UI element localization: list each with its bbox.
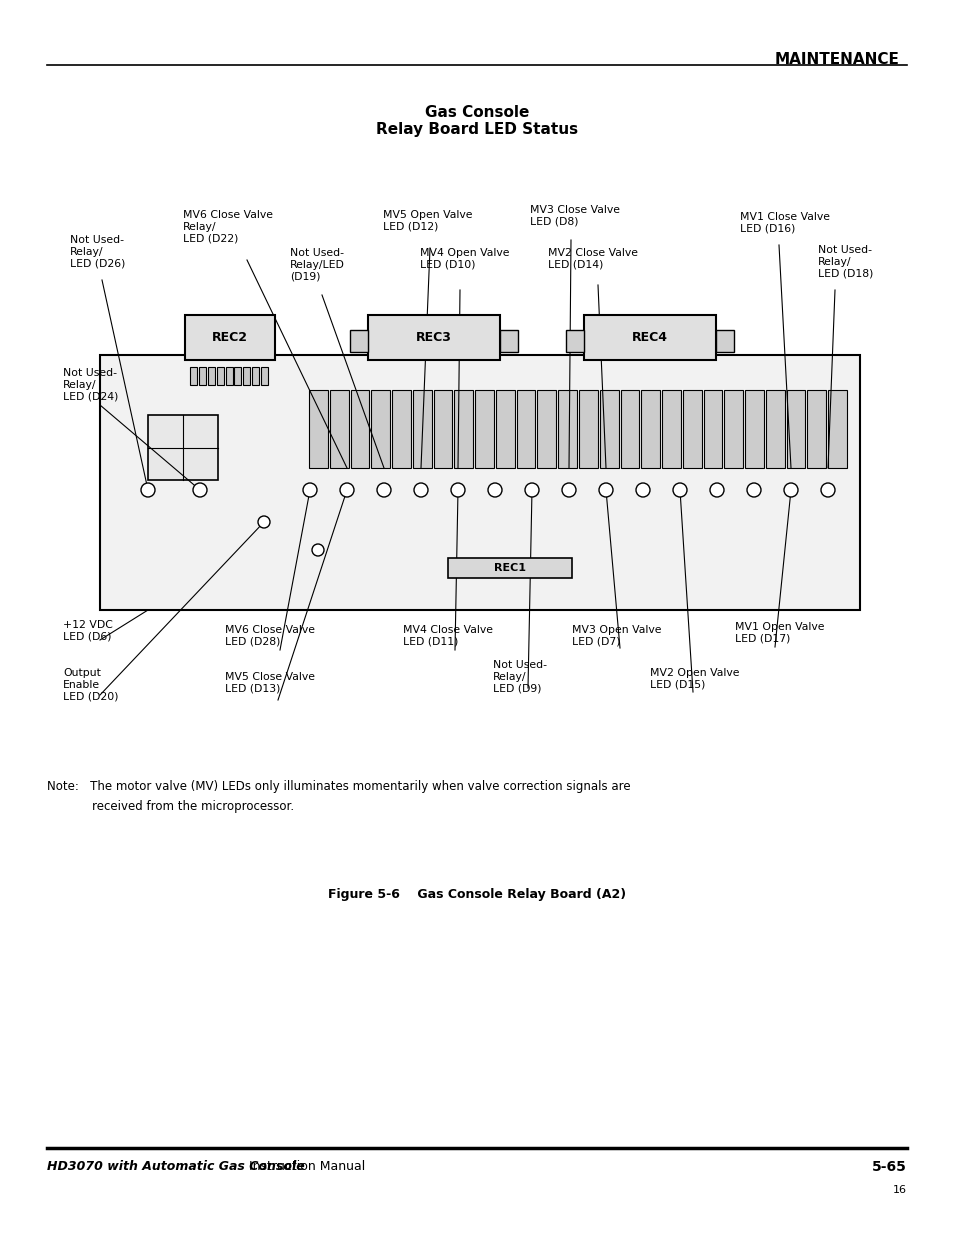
Circle shape <box>672 483 686 496</box>
Bar <box>185 315 274 359</box>
Circle shape <box>193 483 207 496</box>
Bar <box>309 390 328 468</box>
Bar <box>703 390 721 468</box>
Bar <box>765 390 784 468</box>
Bar <box>578 390 598 468</box>
Circle shape <box>488 483 501 496</box>
Bar <box>499 330 517 352</box>
Text: Not Used-
Relay/
LED (D24): Not Used- Relay/ LED (D24) <box>63 368 118 401</box>
Circle shape <box>598 483 613 496</box>
Text: MV4 Close Valve
LED (D11): MV4 Close Valve LED (D11) <box>402 625 493 647</box>
Bar <box>243 367 250 385</box>
Text: MV6 Close Valve
LED (D28): MV6 Close Valve LED (D28) <box>225 625 314 647</box>
Text: REC3: REC3 <box>416 331 452 345</box>
Text: REC1: REC1 <box>494 563 525 573</box>
Bar <box>350 390 369 468</box>
Text: MV1 Close Valve
LED (D16): MV1 Close Valve LED (D16) <box>740 212 829 233</box>
Bar <box>640 390 659 468</box>
Text: MV3 Open Valve
LED (D7): MV3 Open Valve LED (D7) <box>572 625 660 647</box>
Circle shape <box>783 483 797 496</box>
Bar <box>786 390 804 468</box>
Text: MV1 Open Valve
LED (D17): MV1 Open Valve LED (D17) <box>734 622 823 643</box>
Circle shape <box>141 483 154 496</box>
Bar <box>517 390 535 468</box>
Circle shape <box>303 483 316 496</box>
Circle shape <box>376 483 391 496</box>
Bar <box>198 367 206 385</box>
Bar <box>599 390 618 468</box>
Bar <box>454 390 473 468</box>
Text: Output
Enable
LED (D20): Output Enable LED (D20) <box>63 668 118 701</box>
Bar <box>448 558 572 578</box>
Text: MAINTENANCE: MAINTENANCE <box>774 52 899 67</box>
Text: Not Used-
Relay/
LED (D9): Not Used- Relay/ LED (D9) <box>493 659 546 693</box>
Text: Figure 5-6    Gas Console Relay Board (A2): Figure 5-6 Gas Console Relay Board (A2) <box>328 888 625 902</box>
Bar <box>558 390 577 468</box>
Text: received from the microprocessor.: received from the microprocessor. <box>47 800 294 813</box>
Bar <box>350 330 368 352</box>
Text: Instruction Manual: Instruction Manual <box>245 1160 365 1173</box>
Circle shape <box>821 483 834 496</box>
Bar <box>806 390 825 468</box>
Text: 16: 16 <box>892 1186 906 1195</box>
Text: MV5 Close Valve
LED (D13): MV5 Close Valve LED (D13) <box>225 672 314 694</box>
Bar <box>148 415 218 480</box>
Text: MV6 Close Valve
Relay/
LED (D22): MV6 Close Valve Relay/ LED (D22) <box>183 210 273 243</box>
Bar <box>434 390 452 468</box>
Text: Not Used-
Relay/
LED (D26): Not Used- Relay/ LED (D26) <box>70 235 125 268</box>
Bar <box>565 330 583 352</box>
Bar <box>827 390 846 468</box>
Bar <box>216 367 223 385</box>
Bar <box>368 315 499 359</box>
Circle shape <box>524 483 538 496</box>
Bar <box>225 367 233 385</box>
Circle shape <box>561 483 576 496</box>
Bar <box>190 367 196 385</box>
Circle shape <box>709 483 723 496</box>
Text: REC4: REC4 <box>631 331 667 345</box>
Text: MV3 Close Valve
LED (D8): MV3 Close Valve LED (D8) <box>530 205 619 226</box>
Bar <box>744 390 763 468</box>
Circle shape <box>257 516 270 529</box>
Text: MV2 Open Valve
LED (D15): MV2 Open Valve LED (D15) <box>649 668 739 689</box>
Text: HD3070 with Automatic Gas Console: HD3070 with Automatic Gas Console <box>47 1160 304 1173</box>
Text: Not Used-
Relay/
LED (D18): Not Used- Relay/ LED (D18) <box>817 245 872 278</box>
Bar <box>537 390 556 468</box>
Circle shape <box>312 543 324 556</box>
Bar <box>716 330 733 352</box>
Text: Not Used-
Relay/LED
(D19): Not Used- Relay/LED (D19) <box>290 248 345 282</box>
Bar <box>234 367 241 385</box>
Bar <box>583 315 716 359</box>
Bar <box>619 390 639 468</box>
Text: MV5 Open Valve
LED (D12): MV5 Open Valve LED (D12) <box>382 210 472 232</box>
Bar <box>371 390 390 468</box>
Text: Note:   The motor valve (MV) LEDs only illuminates momentarily when valve correc: Note: The motor valve (MV) LEDs only ill… <box>47 781 630 793</box>
Bar <box>330 390 348 468</box>
Bar <box>100 354 859 610</box>
Circle shape <box>414 483 428 496</box>
Circle shape <box>339 483 354 496</box>
Bar <box>661 390 680 468</box>
Text: 5-65: 5-65 <box>871 1160 906 1174</box>
Bar <box>252 367 259 385</box>
Text: MV4 Open Valve
LED (D10): MV4 Open Valve LED (D10) <box>419 248 509 269</box>
Bar <box>392 390 411 468</box>
Circle shape <box>636 483 649 496</box>
Bar <box>475 390 494 468</box>
Text: MV2 Close Valve
LED (D14): MV2 Close Valve LED (D14) <box>547 248 638 269</box>
Bar <box>723 390 742 468</box>
Bar <box>413 390 431 468</box>
Circle shape <box>746 483 760 496</box>
Text: REC2: REC2 <box>212 331 248 345</box>
Bar <box>496 390 515 468</box>
Text: Gas Console
Relay Board LED Status: Gas Console Relay Board LED Status <box>375 105 578 137</box>
Circle shape <box>451 483 464 496</box>
Bar <box>261 367 268 385</box>
Bar <box>208 367 214 385</box>
Text: +12 VDC
LED (D6): +12 VDC LED (D6) <box>63 620 112 642</box>
Bar <box>682 390 700 468</box>
